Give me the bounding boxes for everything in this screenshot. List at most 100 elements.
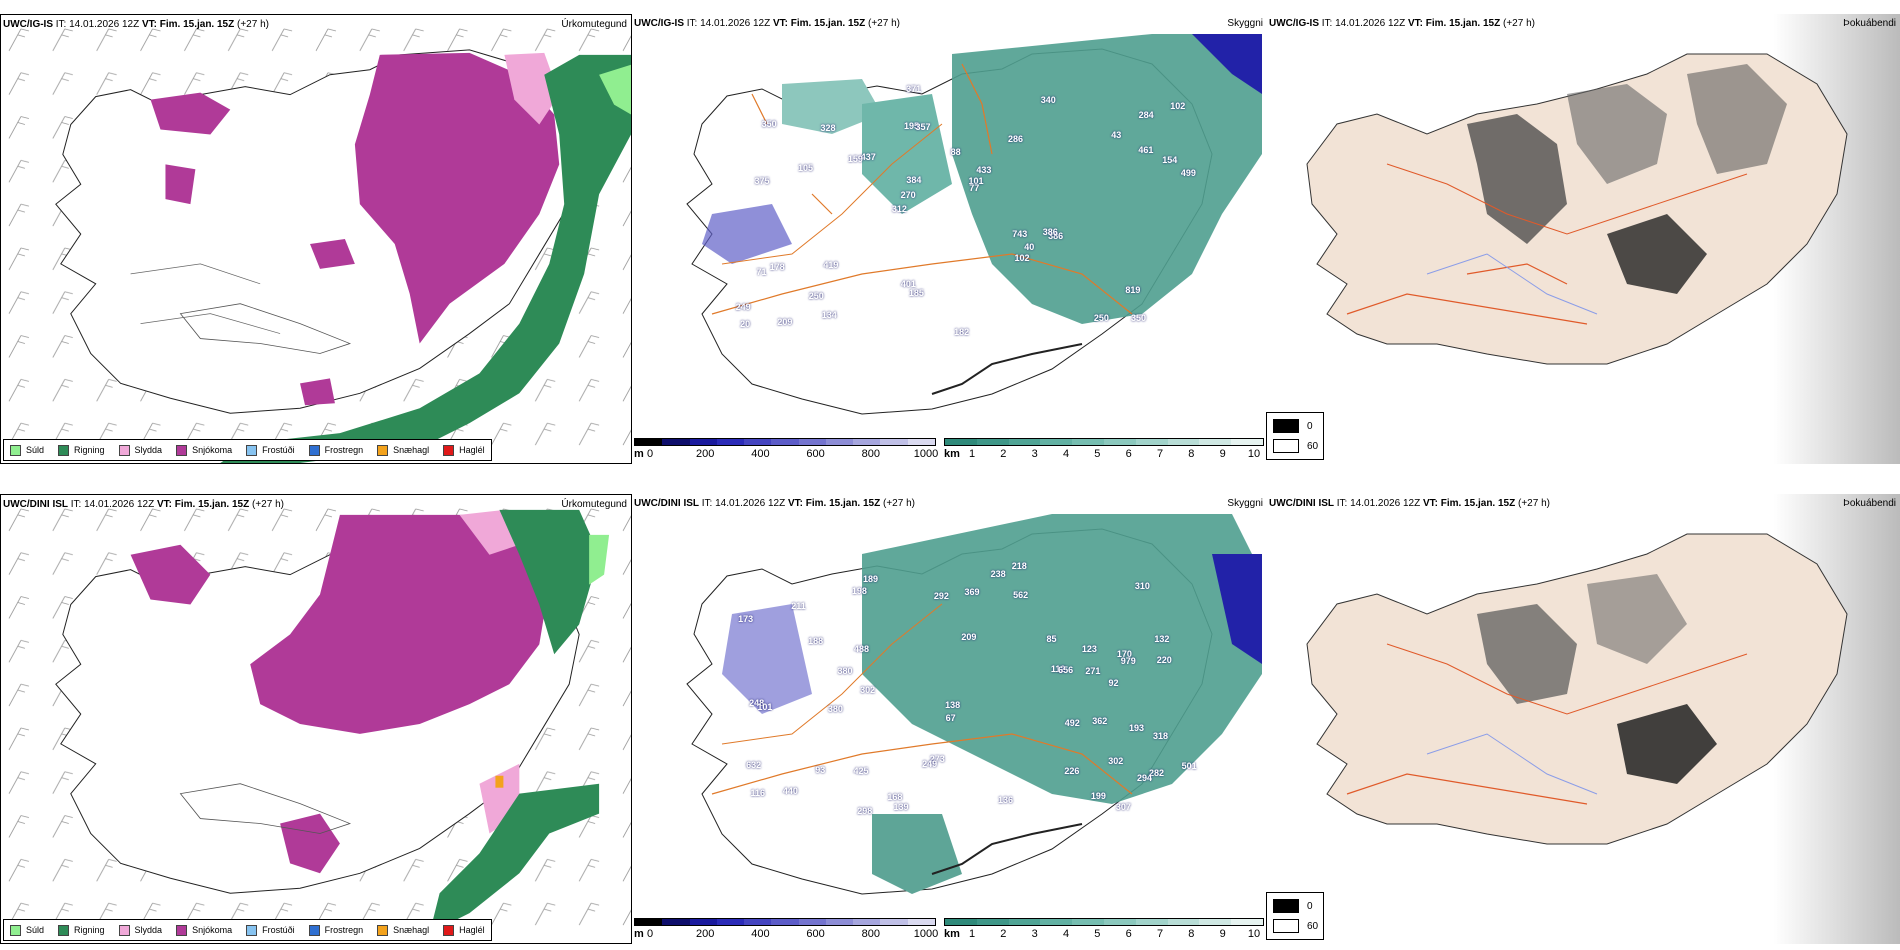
fog-legend-2: 0 60	[1266, 892, 1324, 940]
ceiling-value-label: 380	[827, 704, 843, 715]
legend-label: Snæhagl	[393, 925, 430, 935]
legend-label: Snjókoma	[192, 925, 233, 935]
panel-header: UWC/DINI ISL IT: 14.01.2026 12Z VT: Fim.…	[1269, 498, 1550, 509]
ceiling-value-label: 101	[757, 701, 773, 712]
colorbar-tick-label: 5	[1094, 448, 1101, 460]
ceiling-colorbar-bar	[634, 918, 936, 926]
colorbar-segment	[853, 439, 881, 445]
colorbar-segment	[1040, 439, 1073, 445]
colorbar-segment	[1008, 919, 1041, 925]
ceiling-value-label: 195	[904, 121, 920, 132]
precip-type-panel-2: UWC/DINI ISL IT: 14.01.2026 12Z VT: Fim.…	[0, 494, 632, 944]
ceiling-value-label: 67	[945, 712, 956, 723]
it-value: 14.01.2026 12Z	[715, 498, 786, 509]
legend-item: Haglél	[443, 444, 485, 456]
visibility-colorbar-bar	[944, 918, 1264, 926]
colorbar-tick-label: 10	[1247, 448, 1261, 460]
legend-item: Rigning	[58, 444, 105, 456]
it-value: 14.01.2026 12Z	[84, 499, 155, 510]
legend-item: Slydda	[118, 924, 163, 936]
ceiling-value-label: 284	[1138, 110, 1154, 121]
legend-label: Haglél	[459, 925, 485, 935]
colorbar-tick-label: 1	[968, 928, 976, 940]
ceiling-unit: m	[634, 448, 644, 460]
colorbar-segment	[907, 919, 935, 925]
vt-value: Fim. 15.jan. 15Z	[1425, 18, 1501, 29]
ceiling-value-label: 350	[761, 119, 777, 130]
ceiling-value-label: 307	[1115, 801, 1131, 812]
colorbar-segment	[798, 439, 826, 445]
legend-label: Snæhagl	[393, 445, 430, 455]
colorbar-segment	[825, 919, 854, 925]
ceiling-value-label: 249	[735, 301, 751, 312]
ceiling-value-label: 93	[815, 765, 826, 776]
panel-title: Skyggni	[1227, 18, 1263, 29]
legend-label: Slydda	[134, 925, 163, 935]
ceiling-value-label: 380	[837, 665, 853, 676]
vt-label: VT:	[787, 498, 803, 509]
colorbar-tick-label: 8	[1188, 928, 1195, 940]
colorbar-segment	[1072, 439, 1104, 445]
ceiling-value-label: 286	[1008, 134, 1024, 144]
colorbar-tick-label: 6	[1125, 448, 1132, 460]
ceiling-value-label: 433	[976, 165, 992, 176]
ceiling-value-label: 437	[860, 152, 876, 162]
legend-item: Snjókoma	[176, 924, 233, 936]
ceiling-value-label: 173	[738, 613, 754, 624]
ceiling-value-label: 189	[862, 574, 878, 585]
colorbar-segment	[945, 439, 977, 445]
colorbar-segment	[976, 439, 1009, 445]
colorbar-segment	[853, 919, 881, 925]
ceiling-value-label: 328	[820, 122, 836, 133]
legend-swatch	[10, 444, 21, 456]
lead-time: (+27 h)	[1518, 498, 1550, 509]
fog-map-2	[1267, 494, 1900, 944]
legend-item: Frostúði	[246, 924, 295, 936]
panel-header: UWC/DINI ISL IT: 14.01.2026 12Z VT: Fim.…	[634, 498, 915, 509]
colorbar-segment	[744, 919, 772, 925]
ceiling-value-label: 273	[929, 753, 945, 764]
model-name: UWC/IG-IS	[3, 19, 53, 30]
panel-title: Þokuábendi	[1843, 498, 1896, 509]
colorbar-segment	[1103, 439, 1136, 445]
colorbar-segment	[945, 919, 977, 925]
ceiling-value-label: 499	[1180, 168, 1196, 179]
legend-item: Snæhagl	[377, 924, 430, 936]
colorbar-segment	[689, 439, 717, 445]
it-label: IT:	[1336, 498, 1348, 509]
ceiling-value-label: 71	[756, 267, 767, 278]
legend-label: Súld	[26, 925, 45, 935]
vt-label: VT:	[141, 19, 157, 30]
lead-time: (+27 h)	[237, 19, 269, 30]
ceiling-value-label: 492	[1064, 718, 1080, 729]
ceiling-value-label: 92	[1108, 677, 1119, 688]
ceiling-value-label: 43	[1111, 129, 1122, 140]
ceiling-value-label: 198	[851, 585, 867, 596]
cloud-visibility-panel-1: 350 375 284 312 286 209 195 88 178 437 249 250 357 43…	[632, 14, 1267, 464]
colorbar-tick-label: 0	[646, 928, 654, 940]
colorbar-tick-label: 4	[1062, 448, 1070, 460]
ceiling-value-label: 209	[961, 631, 977, 642]
it-label: IT:	[701, 498, 713, 509]
legend-item: Snjókoma	[176, 444, 232, 456]
fog-map-1	[1267, 14, 1900, 464]
ceiling-value-label: 138	[945, 700, 961, 711]
it-value: 14.01.2026 12Z	[1350, 498, 1421, 509]
cloud-visibility-panel-2: 302 132 282 209 116 189 170 425 310 188 220 173 92 13…	[632, 494, 1267, 944]
model-name: UWC/DINI ISL	[634, 498, 699, 509]
colorbar-segment	[1199, 919, 1232, 925]
ceiling-value-label: 461	[1138, 145, 1154, 156]
ceiling-value-label: 248	[749, 698, 765, 709]
colorbar-segment	[1135, 439, 1168, 445]
colorbar-segment	[1199, 439, 1232, 445]
visibility-colorbar-1: km 1 2 3 4 5 6 7 8 9 10	[944, 438, 1264, 464]
colorbar-segment	[1167, 919, 1200, 925]
colorbar-tick-label: 600	[806, 928, 825, 940]
legend-item: Súld	[10, 444, 44, 456]
vt-value: Fim. 15.jan. 15Z	[805, 498, 881, 509]
vt-label: VT:	[156, 499, 172, 510]
colorbar-segment	[662, 439, 690, 445]
visibility-unit: km	[944, 928, 960, 940]
colorbar-segment	[716, 439, 745, 445]
ceiling-value-label: 238	[990, 568, 1006, 579]
